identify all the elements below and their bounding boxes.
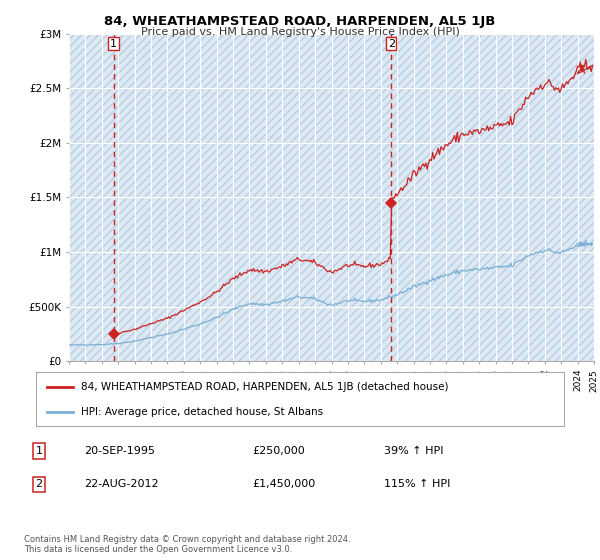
Text: 39% ↑ HPI: 39% ↑ HPI xyxy=(384,446,443,456)
Text: 22-AUG-2012: 22-AUG-2012 xyxy=(84,479,158,489)
Text: Contains HM Land Registry data © Crown copyright and database right 2024.
This d: Contains HM Land Registry data © Crown c… xyxy=(24,535,350,554)
Text: £250,000: £250,000 xyxy=(252,446,305,456)
Text: 2: 2 xyxy=(35,479,43,489)
Text: 84, WHEATHAMPSTEAD ROAD, HARPENDEN, AL5 1JB: 84, WHEATHAMPSTEAD ROAD, HARPENDEN, AL5 … xyxy=(104,15,496,27)
Text: HPI: Average price, detached house, St Albans: HPI: Average price, detached house, St A… xyxy=(81,407,323,417)
Text: 1: 1 xyxy=(110,39,117,49)
Text: 20-SEP-1995: 20-SEP-1995 xyxy=(84,446,155,456)
Text: 1: 1 xyxy=(35,446,43,456)
Text: £1,450,000: £1,450,000 xyxy=(252,479,315,489)
Text: 84, WHEATHAMPSTEAD ROAD, HARPENDEN, AL5 1JB (detached house): 84, WHEATHAMPSTEAD ROAD, HARPENDEN, AL5 … xyxy=(81,382,448,393)
Text: 2: 2 xyxy=(388,39,395,49)
Text: Price paid vs. HM Land Registry's House Price Index (HPI): Price paid vs. HM Land Registry's House … xyxy=(140,27,460,37)
Text: 115% ↑ HPI: 115% ↑ HPI xyxy=(384,479,451,489)
